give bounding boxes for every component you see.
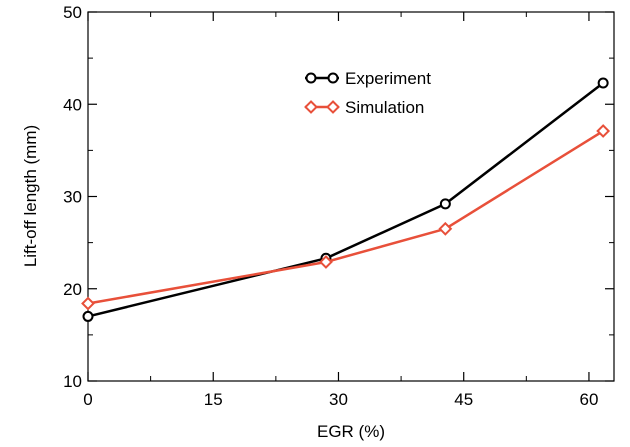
y-tick-label: 30 (63, 188, 82, 207)
series-line-simulation (87, 129, 604, 305)
data-point-simulation (81, 296, 95, 311)
series-line-experiment (87, 82, 604, 318)
data-point-simulation (438, 221, 453, 236)
x-tick-label: 0 (83, 390, 92, 409)
x-tick-label: 30 (329, 390, 348, 409)
x-tick-label: 45 (454, 390, 473, 409)
y-tick-label: 10 (63, 372, 82, 391)
data-point-experiment (439, 198, 451, 210)
x-tick-label: 15 (204, 390, 223, 409)
series-layer (81, 77, 611, 322)
data-point-experiment (82, 310, 94, 322)
legend: Experiment Simulation (304, 69, 431, 117)
legend-marker-experiment (305, 72, 317, 84)
x-tick-label: 60 (579, 390, 598, 409)
legend-marker-simulation (304, 100, 318, 114)
y-tick-label: 50 (63, 3, 82, 22)
data-point-experiment (597, 77, 609, 89)
plot-frame (87, 11, 615, 382)
data-point-simulation (319, 255, 333, 269)
legend-label-experiment: Experiment (345, 69, 431, 88)
legend-label-simulation: Simulation (345, 98, 424, 117)
legend-marker-experiment-2 (327, 72, 339, 84)
data-point-simulation (596, 124, 611, 138)
tick-labels: 0 15 30 45 60 10 20 30 40 50 (63, 3, 598, 409)
y-tick-label: 40 (63, 95, 82, 114)
y-tick-label: 20 (63, 280, 82, 299)
axis-ticks (87, 11, 614, 382)
legend-marker-simulation-2 (326, 100, 340, 114)
y-axis-title: Lift-off length (mm) (21, 125, 40, 267)
x-axis-title: EGR (%) (317, 422, 385, 441)
